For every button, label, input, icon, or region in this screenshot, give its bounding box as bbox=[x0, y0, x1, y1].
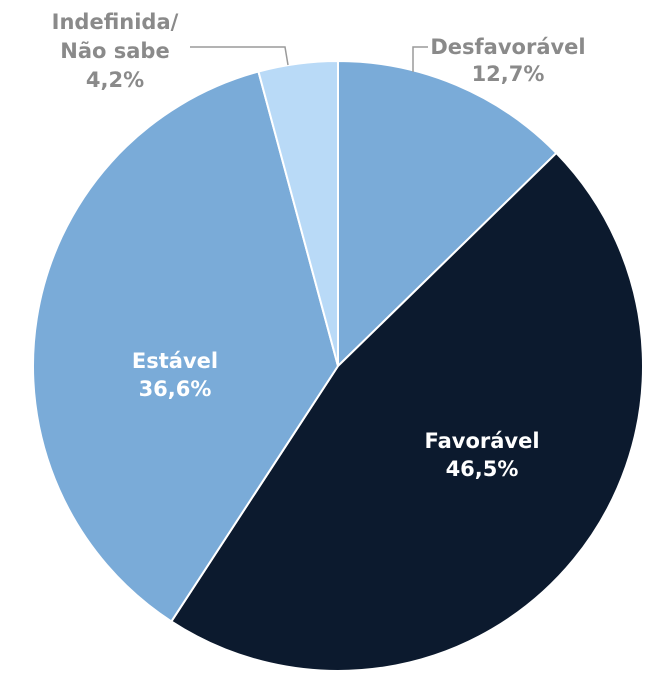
value-label: 46,5% bbox=[446, 457, 519, 481]
slice-label: Desfavorável bbox=[430, 35, 585, 59]
leader-line bbox=[412, 46, 428, 72]
value-label: 4,2% bbox=[86, 68, 144, 92]
value-label: 36,6% bbox=[139, 377, 212, 401]
slice-label: Estável bbox=[132, 349, 218, 373]
slice-label: Indefinida/Não sabe bbox=[52, 10, 179, 63]
value-label: 12,7% bbox=[472, 62, 545, 86]
pie-slice bbox=[169, 151, 644, 672]
pie-slice bbox=[257, 59, 339, 367]
pie-slice bbox=[32, 70, 340, 623]
leader-line bbox=[190, 46, 289, 66]
slice-label: Favorável bbox=[424, 429, 539, 453]
pie-slice bbox=[337, 59, 558, 369]
